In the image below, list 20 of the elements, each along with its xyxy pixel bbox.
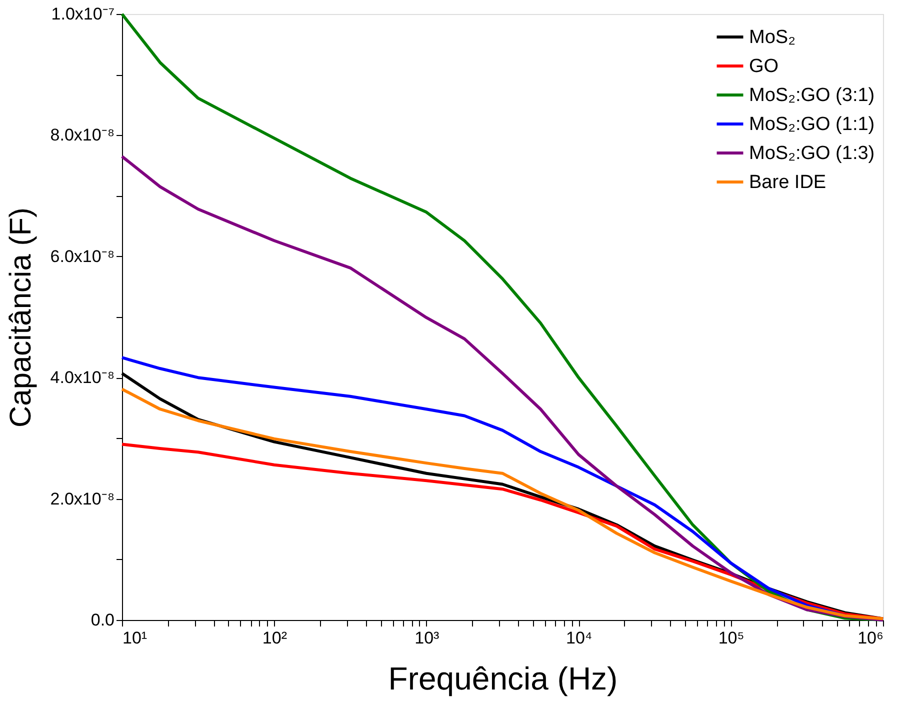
x-tick-label: 10⁶ <box>858 628 884 648</box>
legend-label: Bare IDE <box>749 172 826 193</box>
x-tick-label: 10³ <box>414 628 440 648</box>
legend-label: MoS₂:GO (1:3) <box>749 143 875 164</box>
y-tick-label: 6.0x10⁻⁸ <box>50 246 114 266</box>
y-tick-label: 1.0x10⁻⁷ <box>51 4 114 24</box>
legend-label: MoS₂:GO (3:1) <box>749 85 875 106</box>
y-tick-label: 8.0x10⁻⁸ <box>50 126 114 145</box>
x-tick-label: 10¹ <box>122 628 148 648</box>
x-tick-label: 10⁵ <box>718 628 744 648</box>
legend-label: MoS₂ <box>749 27 796 48</box>
x-tick-label: 10² <box>262 628 288 648</box>
y-axis-title: Capacitância (F) <box>4 207 38 428</box>
x-axis-title: Frequência (Hz) <box>388 660 618 696</box>
y-tick-label: 2.0x10⁻⁸ <box>50 489 114 508</box>
y-tick-label: 4.0x10⁻⁸ <box>50 368 114 388</box>
x-tick-label: 10⁴ <box>566 628 592 648</box>
y-tick-label: 0.0 <box>90 610 114 630</box>
legend-label: MoS₂:GO (1:1) <box>749 114 875 135</box>
legend-label: GO <box>749 56 779 77</box>
